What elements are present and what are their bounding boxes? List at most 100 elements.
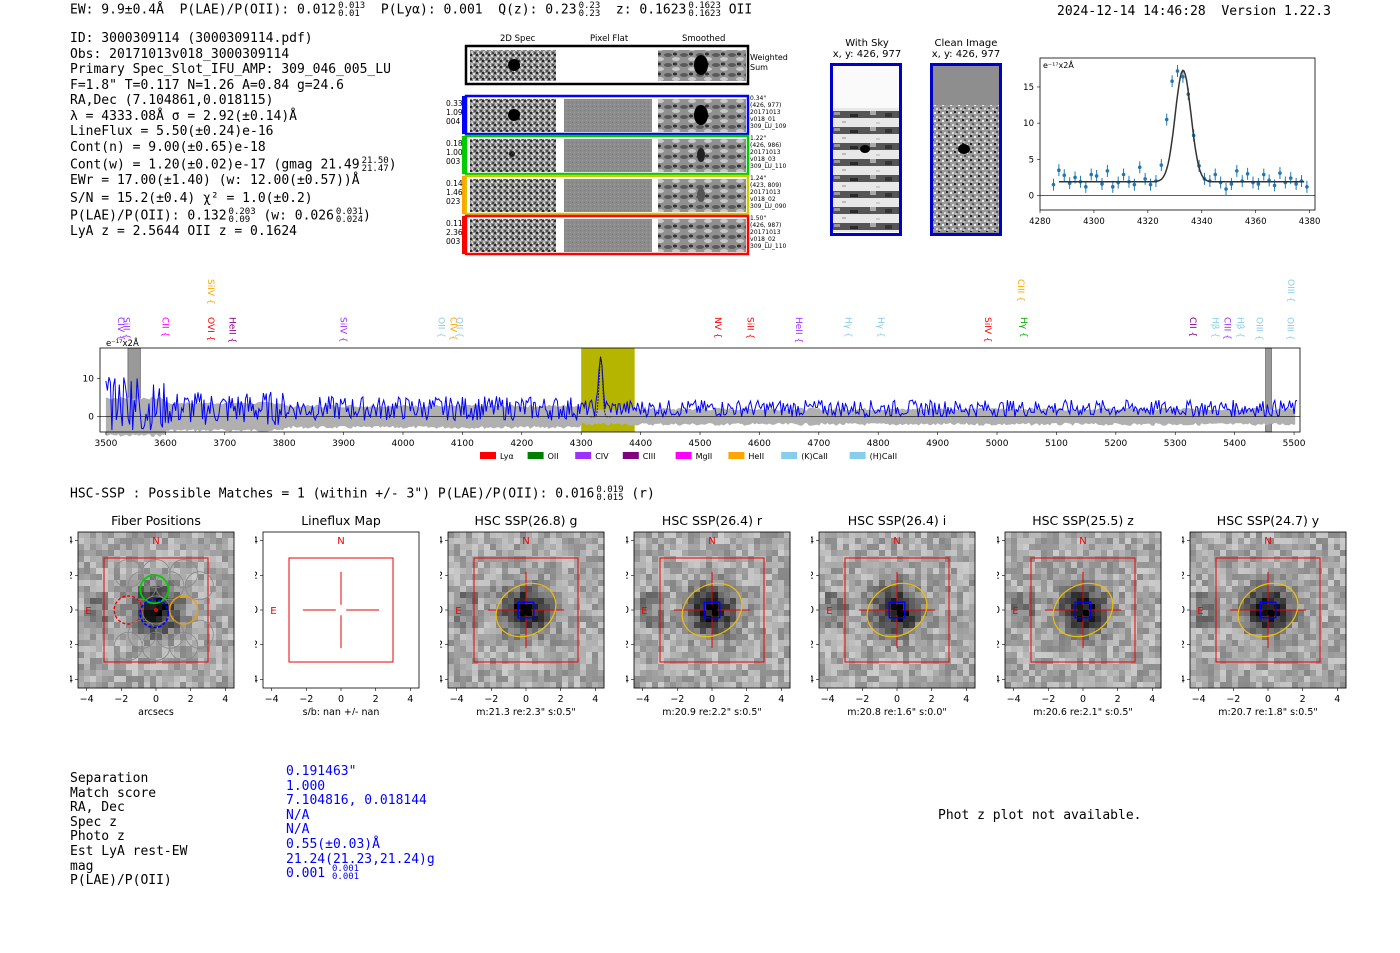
hsc-panel-1: Lineflux Map N E −4 −2 0 2 4 4 2 0 −2 −4 s/b: nan +/-… <box>255 513 420 715</box>
match-value: N/A <box>286 807 310 823</box>
spectrum-xtick-label: 5200 <box>1104 439 1127 449</box>
match-plae-frac: 0.001 0.001 <box>332 864 360 883</box>
spectrum-line-label: Hβ { <box>1210 317 1220 338</box>
hsc-ytick-label: 0 <box>997 605 1000 616</box>
spectrum-xtick-label: 3900 <box>332 439 355 449</box>
zoom-data-point <box>1121 172 1126 177</box>
spectrum-line-label: NV { <box>712 317 722 338</box>
match-row: mag 21.24(21.23,21.24)g <box>70 852 435 875</box>
zoom-ytick-label: 10 <box>1023 119 1034 129</box>
match-value: 0.191463" <box>286 764 357 779</box>
spectrum-line-label-group: CII { <box>159 317 169 337</box>
zoom-data-point <box>1170 79 1174 83</box>
spectrum-line-label: CIII { <box>1222 317 1232 340</box>
info-plae-sub: 0.09 <box>228 215 251 225</box>
spectrum-line-label: HeII { <box>793 317 803 343</box>
spectrum-line-label: SiIV { <box>982 317 992 343</box>
hsc-image-pixels <box>78 532 235 689</box>
zoom-data-point <box>1105 169 1110 173</box>
hsc-xtick-label: 2 <box>373 694 379 705</box>
zoom-data-point <box>1084 185 1088 189</box>
hsc-xtick-label: −4 <box>80 694 94 705</box>
version: Version 1.22.3 <box>1221 4 1331 19</box>
hsc-north-label: N <box>337 536 344 547</box>
info-contw-end: ) <box>388 157 397 173</box>
hsc-xtick-label: −4 <box>1192 694 1206 705</box>
spectrum-xtick-label: 3600 <box>154 439 177 449</box>
hsc-target-box <box>703 601 721 619</box>
match-value: 1.000 <box>286 778 326 794</box>
hsc-image-pixels <box>1005 532 1162 689</box>
spectrum-line-label: CIII { <box>1015 279 1025 302</box>
zoom-data-point <box>1073 175 1077 180</box>
hsc-north-label: N <box>152 536 159 547</box>
spectrum-xtick-label: 4800 <box>867 439 890 449</box>
spectrum-line-label: OIII { <box>1285 279 1295 303</box>
hsc-ytick-label: 2 <box>440 570 443 581</box>
match-label: RA, Dec <box>70 800 125 816</box>
header-ew: EW: 9.9±0.4Å <box>70 2 164 18</box>
zoom-data-point <box>1164 117 1169 122</box>
hsc-panel-title: Fiber Positions <box>111 513 201 528</box>
spectrum-xtick-label: 3500 <box>94 439 117 449</box>
zoom-data-point <box>1229 182 1234 186</box>
side-bar-green <box>462 136 465 174</box>
row1-right-label: 0.34" (426, 977) 20171013 v018_01 309_LU_109 <box>750 95 787 130</box>
zoom-data-point <box>1256 182 1261 186</box>
spectrum-legend-label: CIV <box>595 452 609 461</box>
clean-source <box>958 144 970 154</box>
hsc-summary-end: (r) <box>631 486 655 502</box>
clean-image <box>930 63 1002 236</box>
spectrum-line-label-group: CII { <box>1187 317 1197 337</box>
spectrum-legend-swatch <box>675 452 692 459</box>
hsc-xtick-label: 0 <box>523 694 529 705</box>
hsc-xtick-label: 0 <box>153 694 159 705</box>
hsc-panel-5: HSC SSP(25.5) z N E −4 −2 0 2 4 4 2 0 −2 −4 m:20.6 re… <box>997 513 1162 715</box>
spectrum-xtick-label: 4300 <box>570 439 593 449</box>
hsc-image-pixels <box>1190 532 1347 689</box>
info-plae-row: P(LAE)/P(OII): 0.132 0.203 0.09 (w: 0.026 0… <box>70 208 397 225</box>
hsc-ytick-label: 0 <box>1182 605 1185 616</box>
info-plae-w: (w: 0.026 <box>263 208 334 224</box>
hsc-galaxy-ellipse <box>495 582 557 638</box>
zoom-data-point <box>1261 172 1266 177</box>
spectrum-line-label: OVI { <box>205 317 215 341</box>
spectrum-legend-label: HeII <box>748 452 764 461</box>
hsc-xtick-label: −2 <box>670 694 684 705</box>
hsc-target-box <box>1259 601 1277 619</box>
cutout-row-2 <box>464 134 750 176</box>
info-primary: Primary Spec_Slot_IFU_AMP: 309_046_005_L… <box>70 62 391 77</box>
spectrum-line-label: OIII { <box>1285 317 1295 341</box>
zoom-data-point <box>1094 174 1099 178</box>
match-label: Est LyA rest-EW <box>70 843 188 859</box>
zoom-data-point <box>1294 182 1298 186</box>
spectrum-line-label-group: CIII { <box>1222 317 1232 340</box>
hsc-caption: m:20.8 re:1.6" s:0.0" <box>847 707 947 715</box>
spectrum-legend-swatch <box>480 452 496 459</box>
match-row: RA, Dec 7.104816, 0.018144 <box>70 794 427 816</box>
spectrum-xtick-label: 3800 <box>273 439 296 449</box>
hsc-east-label: E <box>641 606 647 617</box>
clean-image-title: Clean Image x, y: 426, 977 <box>931 38 1001 60</box>
hsc-caption: m:20.7 re:1.8" s:0.5" <box>1218 707 1318 715</box>
hsc-panel-2: HSC SSP(26.8) g N E −4 −2 0 2 4 4 2 0 −2 −4 m:21.3 re… <box>440 513 605 715</box>
match-label: Separation <box>70 771 149 786</box>
spectrum-ytick-label: 0 <box>88 413 94 423</box>
spectrum-unit-label: e⁻¹⁷x2Å <box>106 337 139 349</box>
header-qz: Q(z): 0.23 <box>498 2 577 18</box>
hsc-fiber-blue <box>139 598 170 629</box>
spectrum-line-label: SiIV { <box>205 279 215 305</box>
hsc-xtick-label: 2 <box>1300 694 1306 705</box>
spectrum-line-label-group: OIII { <box>1285 279 1295 303</box>
zoom-data-point <box>1213 172 1218 177</box>
hsc-ytick-label: 0 <box>255 605 258 616</box>
spectrum-xtick-label: 4100 <box>451 439 474 449</box>
spectrum-line-label-group: HeII { <box>793 317 803 343</box>
cutout-row-4 <box>464 214 750 256</box>
hsc-panels: Fiber Positions N E −4 −2 0 2 4 4 2 0 −2 −4 arcsecs Li… <box>0 510 1400 720</box>
info-obs: Obs: 20171013v018_3000309114 <box>70 46 290 62</box>
hsc-target-box <box>517 601 535 619</box>
spectrum-xtick-label: 4700 <box>807 439 830 449</box>
header-qz-sup: 0.23 <box>578 1 601 11</box>
hsc-xtick-label: 4 <box>1334 694 1340 705</box>
